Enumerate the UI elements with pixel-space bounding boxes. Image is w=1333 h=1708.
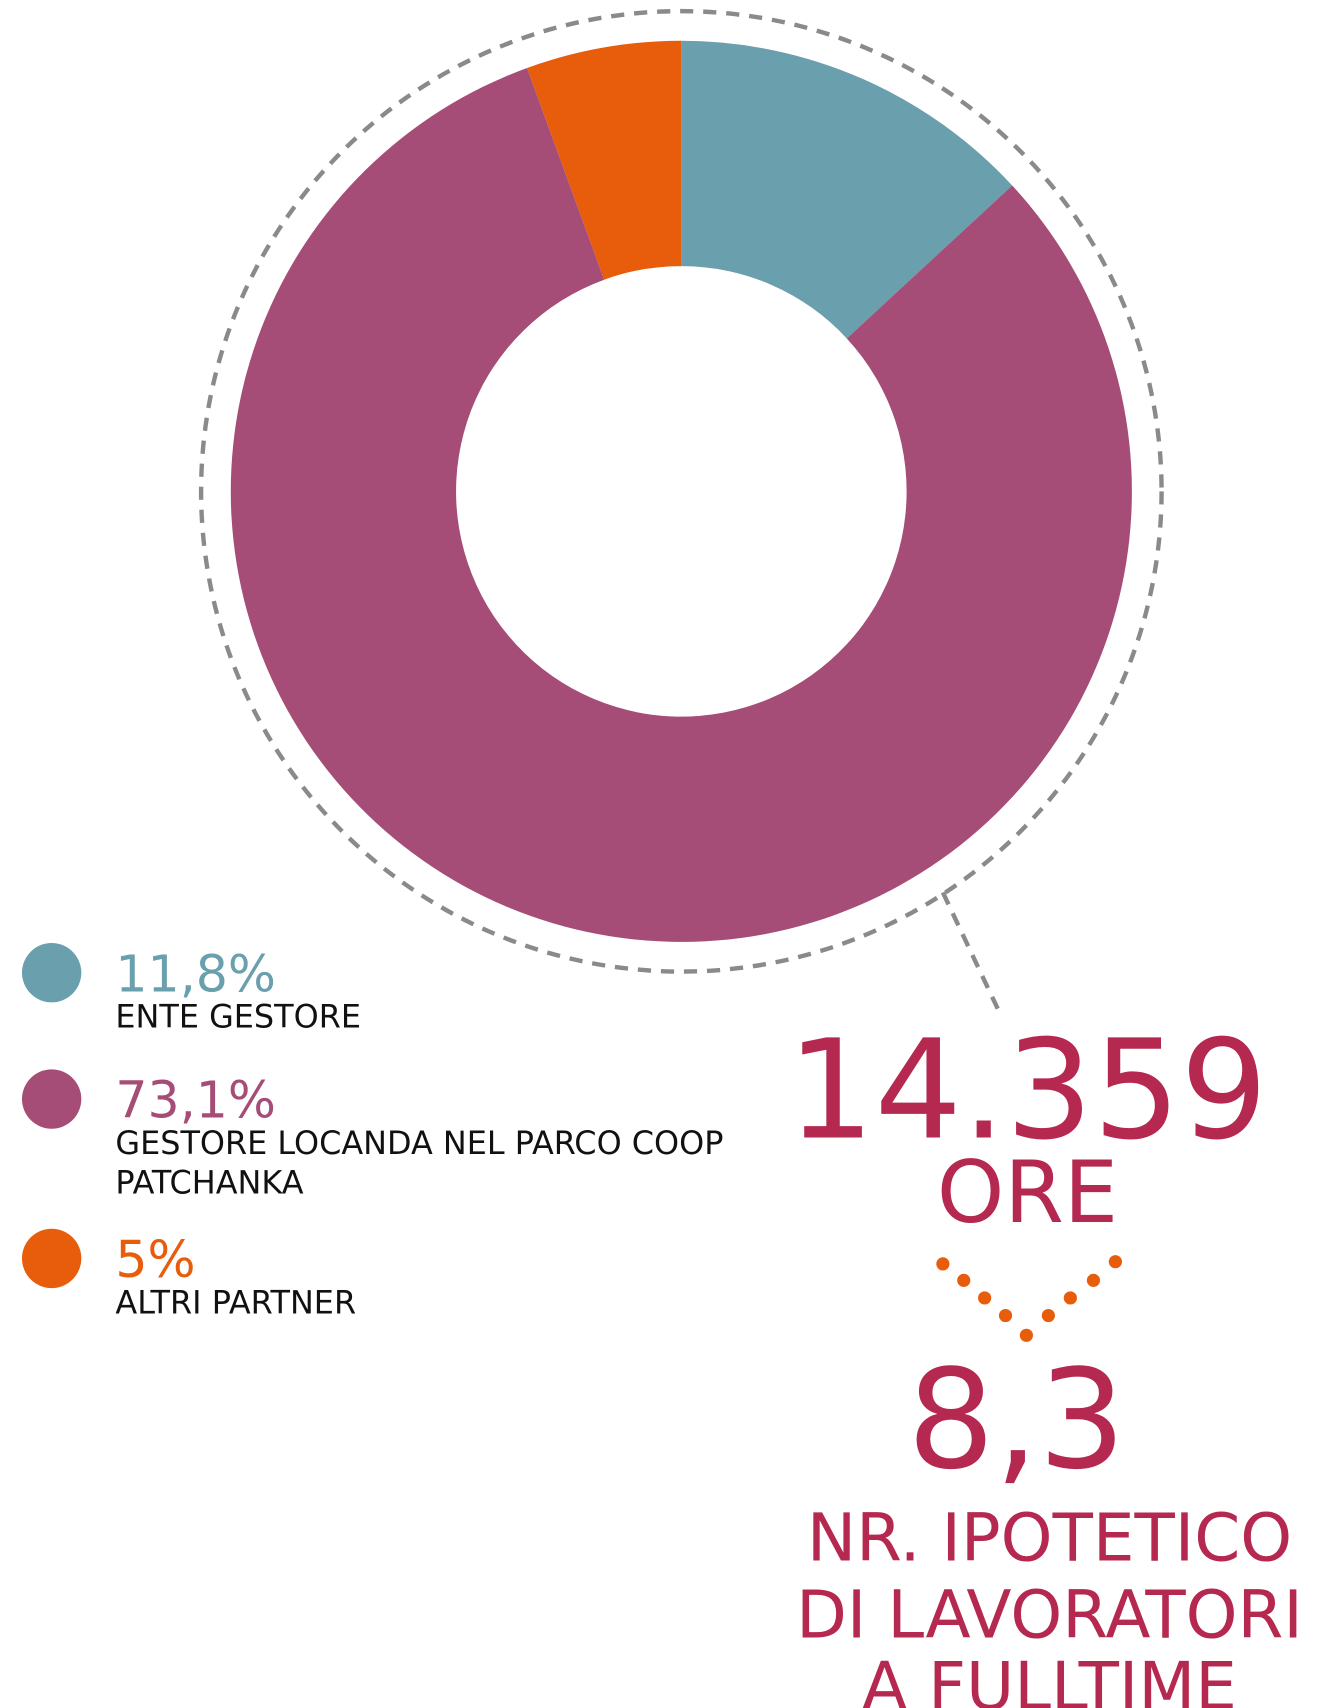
donut-segment — [681, 40, 1013, 339]
legend-label: ENTE GESTORE — [115, 997, 361, 1036]
legend-label-box: ALTRI PARTNER — [115, 1283, 357, 1322]
dot — [978, 1291, 992, 1305]
chevron-dots — [936, 1255, 1123, 1342]
dot — [1019, 1328, 1033, 1342]
legend-value: 5% — [115, 1230, 195, 1289]
dashed-ring — [198, 8, 1164, 974]
donut-segment — [230, 68, 1132, 942]
dot — [1063, 1291, 1077, 1305]
dot — [1086, 1273, 1101, 1287]
legend-value: 11,8% — [115, 944, 276, 1003]
legend-value: 73,1% — [115, 1071, 276, 1130]
legend-swatch — [21, 1069, 82, 1129]
legend-label: GESTORE LOCANDA NEL PARCO COOP PATCHANKA — [115, 1124, 724, 1202]
dot — [957, 1273, 971, 1287]
workers-caption: NR. IPOTETICO — [807, 1500, 1292, 1577]
legend-label-box: ENTE GESTORE — [115, 997, 361, 1036]
dot — [1108, 1255, 1123, 1269]
legend-swatch — [21, 943, 82, 1003]
dot — [998, 1308, 1013, 1323]
donut-segment — [527, 40, 682, 280]
legend-label: ALTRI PARTNER — [115, 1283, 357, 1322]
dot — [1041, 1308, 1055, 1323]
hours-unit: ORE — [937, 1143, 1118, 1243]
workers-value: 8,3 — [907, 1340, 1125, 1500]
hours-value: 14.359 — [787, 1011, 1268, 1171]
dot — [936, 1257, 950, 1271]
connector — [940, 891, 1000, 1010]
workers-caption: A FULLTIME — [862, 1648, 1237, 1708]
workers-caption: DI LAVORATORI — [796, 1577, 1303, 1654]
legend-label-box: GESTORE LOCANDA NEL PARCO COOP PATCHANKA — [115, 1124, 724, 1202]
legend-swatch — [21, 1228, 82, 1289]
